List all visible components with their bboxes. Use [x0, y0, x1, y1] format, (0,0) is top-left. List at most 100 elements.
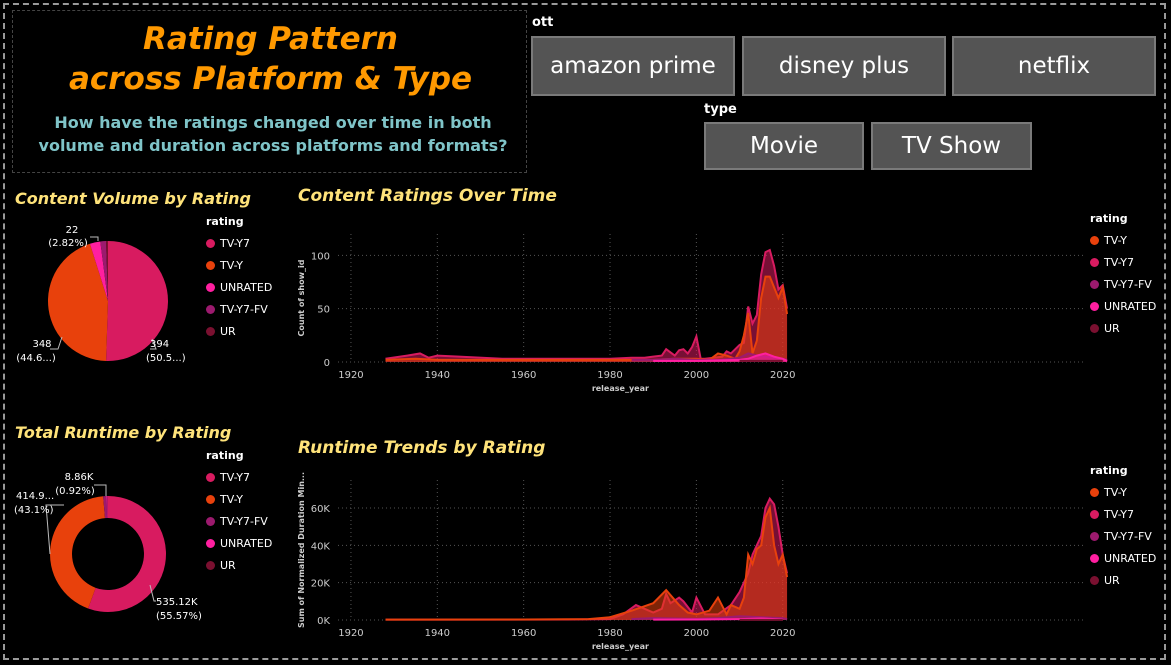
legend-label: UNRATED: [220, 280, 273, 294]
runtime-label-top-value: 8.86K: [65, 472, 94, 483]
pie-slice-tv-y[interactable]: [50, 496, 105, 609]
legend-label: TV-Y7: [1104, 255, 1134, 269]
x-tick-label: 2000: [684, 370, 709, 381]
legend-title: rating: [206, 215, 244, 228]
pie-slice-ur[interactable]: [106, 241, 108, 301]
legend-item-tv-y7-fv[interactable]: TV-Y7-FV: [1090, 525, 1156, 547]
volume-label-top-value: 22: [66, 225, 79, 236]
legend-title: rating: [1090, 212, 1128, 225]
legend-dot-icon: [206, 238, 215, 248]
legend-item-unrated[interactable]: UNRATED: [206, 276, 272, 298]
legend-label: TV-Y: [220, 492, 243, 506]
legend-dot-icon: [1090, 487, 1099, 497]
legend-item-tv-y7-fv[interactable]: TV-Y7-FV: [206, 298, 272, 320]
series-area-tv-y[interactable]: [385, 508, 788, 620]
runtime-label-right-pct: (55.57%): [156, 611, 202, 622]
ott-option-netflix[interactable]: netflix: [952, 36, 1156, 96]
series-line-tv-y[interactable]: [385, 275, 789, 361]
volume-pie-title: Content Volume by Rating: [15, 189, 251, 208]
legend-item-unrated[interactable]: UNRATED: [1090, 547, 1156, 569]
legend-label: TV-Y: [1104, 485, 1127, 499]
x-tick-label: 1960: [511, 628, 536, 639]
legend-item-tv-y[interactable]: TV-Y: [1090, 481, 1156, 503]
legend-label: TV-Y7-FV: [220, 514, 268, 528]
legend-item-unrated[interactable]: UNRATED: [206, 532, 272, 554]
runtime-donut-chart[interactable]: 8.86K (0.92%) 414.9... (43.1%) 535.12K (…: [10, 465, 205, 630]
type-option-tv-show[interactable]: TV Show: [871, 122, 1032, 170]
grid: [338, 480, 1085, 621]
volume-pie-chart[interactable]: 22 (2.82%) 348 (44.6...) 394 (50.5...): [10, 215, 205, 375]
runtime-label-top-pct: (0.92%): [55, 486, 95, 497]
legend-item-ur[interactable]: UR: [1090, 317, 1156, 339]
volume-label-right-pct: (50.5...): [146, 353, 186, 364]
ott-option-disney-plus[interactable]: disney plus: [742, 36, 946, 96]
pie-slice-tv-y[interactable]: [48, 243, 108, 361]
series-area-tv-y7[interactable]: [385, 250, 788, 362]
legend-item-tv-y7-fv[interactable]: TV-Y7-FV: [206, 510, 272, 532]
type-option-movie[interactable]: Movie: [704, 122, 864, 170]
dashboard-title: Rating Pattern across Platform & Type: [13, 19, 528, 99]
series-area-tv-y7[interactable]: [385, 498, 788, 620]
legend-item-tv-y7[interactable]: TV-Y7: [1090, 251, 1156, 273]
pie-slice-unrated[interactable]: [106, 496, 108, 519]
pie-slice-tv-y7[interactable]: [88, 496, 167, 612]
legend-dot-icon: [1090, 279, 1099, 289]
legend-item-tv-y[interactable]: TV-Y: [206, 254, 272, 276]
legend-item-ur[interactable]: UR: [1090, 569, 1156, 591]
leader-line: [50, 336, 63, 350]
legend-label: TV-Y7: [220, 236, 250, 250]
y-tick-label: 60K: [311, 504, 331, 515]
legend-item-tv-y7-fv[interactable]: TV-Y7-FV: [1090, 273, 1156, 295]
legend-title: rating: [1090, 464, 1128, 477]
pie-slice-tv-y7-fv[interactable]: [100, 241, 108, 301]
series-line-tv-y7-fv[interactable]: [631, 615, 788, 621]
legend-item-tv-y7[interactable]: TV-Y7: [1090, 503, 1156, 525]
ratings-over-time-chart[interactable]: 1920 1940 1960 1980 2000 2020 0 50 100 release_ye…: [290, 212, 1090, 397]
legend-item-tv-y7[interactable]: TV-Y7: [206, 466, 272, 488]
legend-label: UNRATED: [1104, 551, 1157, 565]
legend-dot-icon: [1090, 575, 1099, 585]
legend-item-tv-y7[interactable]: TV-Y7: [206, 232, 272, 254]
legend-dot-icon: [206, 472, 215, 482]
pie-slice-tv-y7-fv[interactable]: [103, 496, 108, 519]
legend-item-unrated[interactable]: UNRATED: [1090, 295, 1156, 317]
legend-label: UR: [1104, 573, 1120, 587]
legend-item-ur[interactable]: UR: [206, 554, 272, 576]
y-tick-label: 100: [311, 251, 330, 262]
dashboard-subtitle: How have the ratings changed over time i…: [38, 113, 508, 155]
legend-item-tv-y[interactable]: TV-Y: [206, 488, 272, 510]
series-line-unrated[interactable]: [653, 352, 788, 362]
legend-item-tv-y[interactable]: TV-Y: [1090, 229, 1156, 251]
pie-slice-unrated[interactable]: [89, 241, 108, 301]
volume-pie-legend: rating TV-Y7 TV-Y UNRATED TV-Y7-FV UR: [206, 215, 272, 342]
x-tick-label: 2000: [684, 628, 709, 639]
pie-slices: [45, 484, 167, 612]
runtime-label-left-pct: (43.1%): [14, 505, 54, 516]
legend-label: UNRATED: [220, 536, 273, 550]
legend-item-ur[interactable]: UR: [206, 320, 272, 342]
legend-label: TV-Y: [1104, 233, 1127, 247]
legend-dot-icon: [1090, 323, 1099, 333]
pie-slice-tv-y7[interactable]: [106, 241, 169, 361]
y-axis-label: Count of show_id: [297, 259, 306, 336]
runtime-time-legend: rating TV-Y TV-Y7 TV-Y7-FV UNRATED UR: [1090, 464, 1156, 591]
pie-slices: [48, 236, 169, 361]
series-area-tv-y[interactable]: [385, 276, 788, 362]
y-tick-label: 0K: [317, 616, 330, 627]
legend-label: UR: [220, 324, 236, 338]
y-axis-label: Sum of Normalized Duration Min...: [297, 472, 306, 628]
legend-dot-icon: [1090, 301, 1099, 311]
series-line-tv-y[interactable]: [385, 504, 789, 621]
runtime-trends-chart[interactable]: 1920 1940 1960 1980 2000 2020 0K 20K 40K 60K relea…: [290, 465, 1090, 655]
volume-label-top-pct: (2.82%): [48, 238, 88, 249]
x-tick-label: 1980: [597, 370, 622, 381]
series-line-tv-y7[interactable]: [385, 496, 789, 621]
ott-option-amazon-prime[interactable]: amazon prime: [531, 36, 735, 96]
legend-dot-icon: [206, 560, 215, 570]
y-tick-label: 50: [317, 305, 330, 316]
series-line-tv-y7[interactable]: [385, 248, 789, 360]
leader-line: [45, 504, 64, 555]
runtime-time-title: Runtime Trends by Rating: [298, 438, 546, 458]
x-tick-label: 2020: [770, 370, 795, 381]
series-area-unrated[interactable]: [653, 353, 788, 362]
